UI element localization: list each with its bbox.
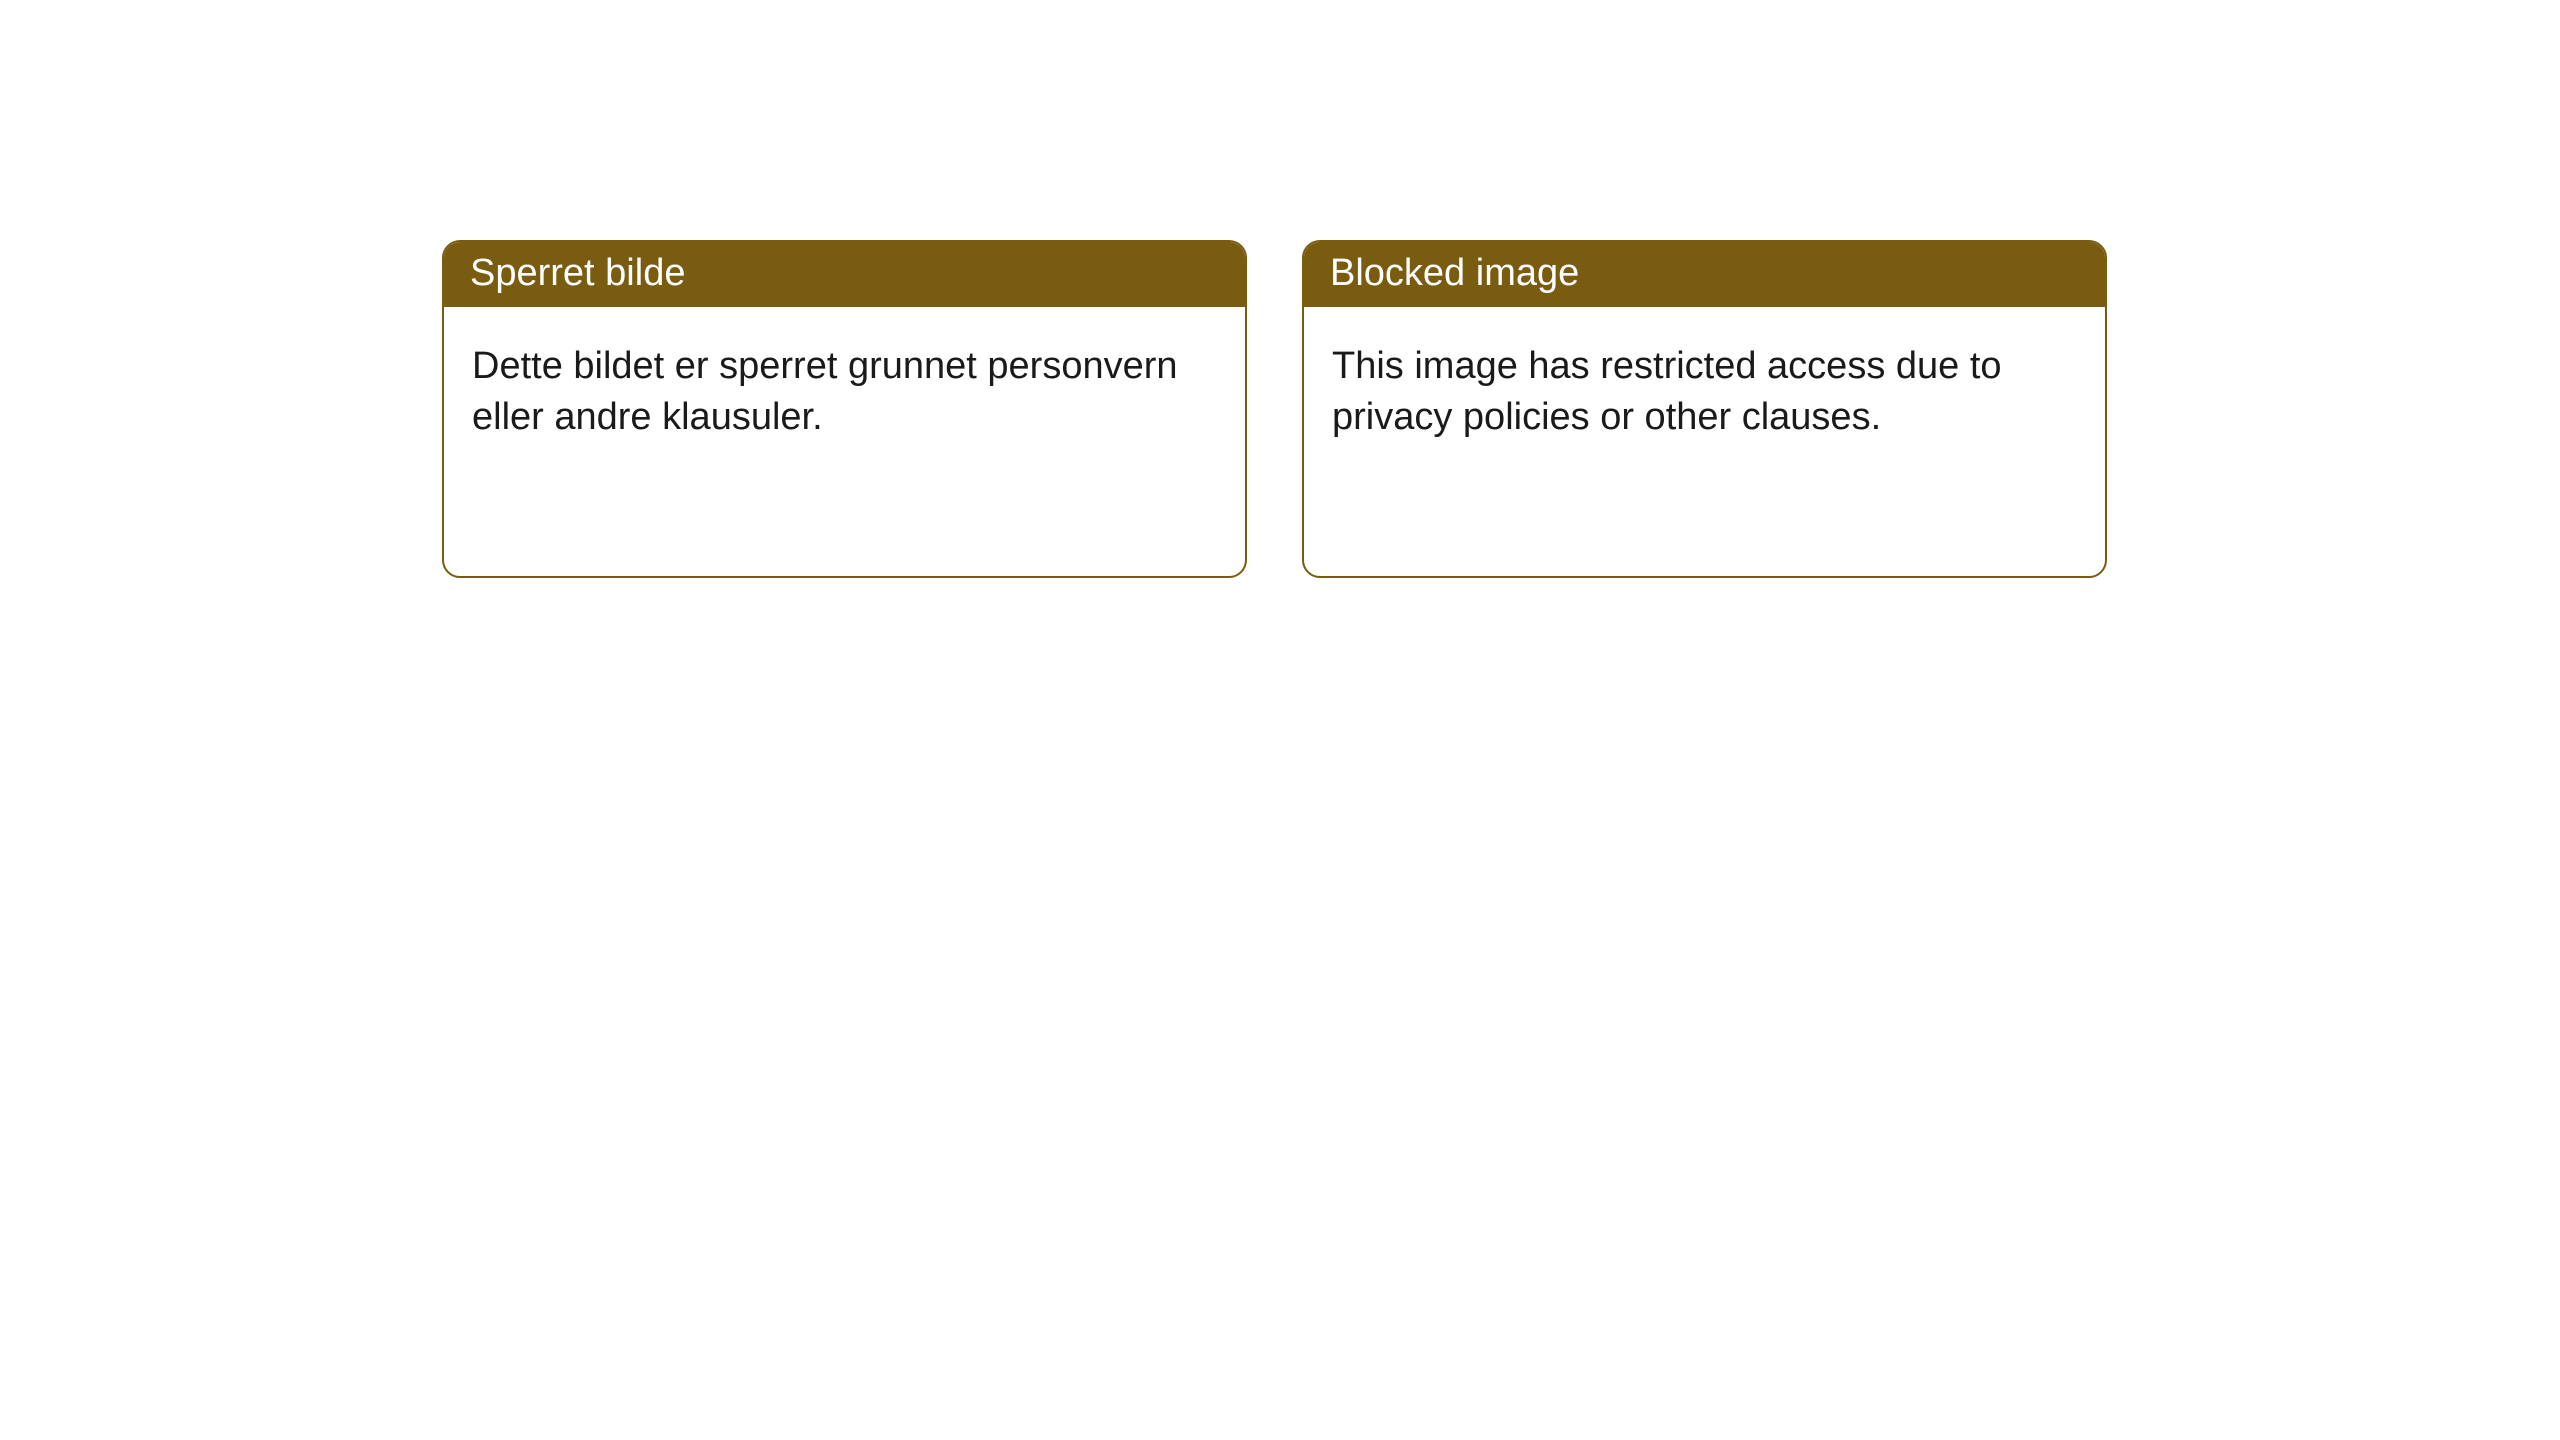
card-body: Dette bildet er sperret grunnet personve…: [444, 307, 1245, 478]
card-header: Sperret bilde: [444, 242, 1245, 307]
card-title: Blocked image: [1330, 252, 1579, 294]
card-header: Blocked image: [1304, 242, 2105, 307]
card-body-text: This image has restricted access due to …: [1332, 345, 2002, 438]
notice-card-english: Blocked image This image has restricted …: [1302, 240, 2107, 578]
notice-container: Sperret bilde Dette bildet er sperret gr…: [442, 240, 2107, 578]
notice-card-norwegian: Sperret bilde Dette bildet er sperret gr…: [442, 240, 1247, 578]
card-title: Sperret bilde: [470, 252, 685, 294]
card-body: This image has restricted access due to …: [1304, 307, 2105, 478]
card-body-text: Dette bildet er sperret grunnet personve…: [472, 345, 1178, 438]
